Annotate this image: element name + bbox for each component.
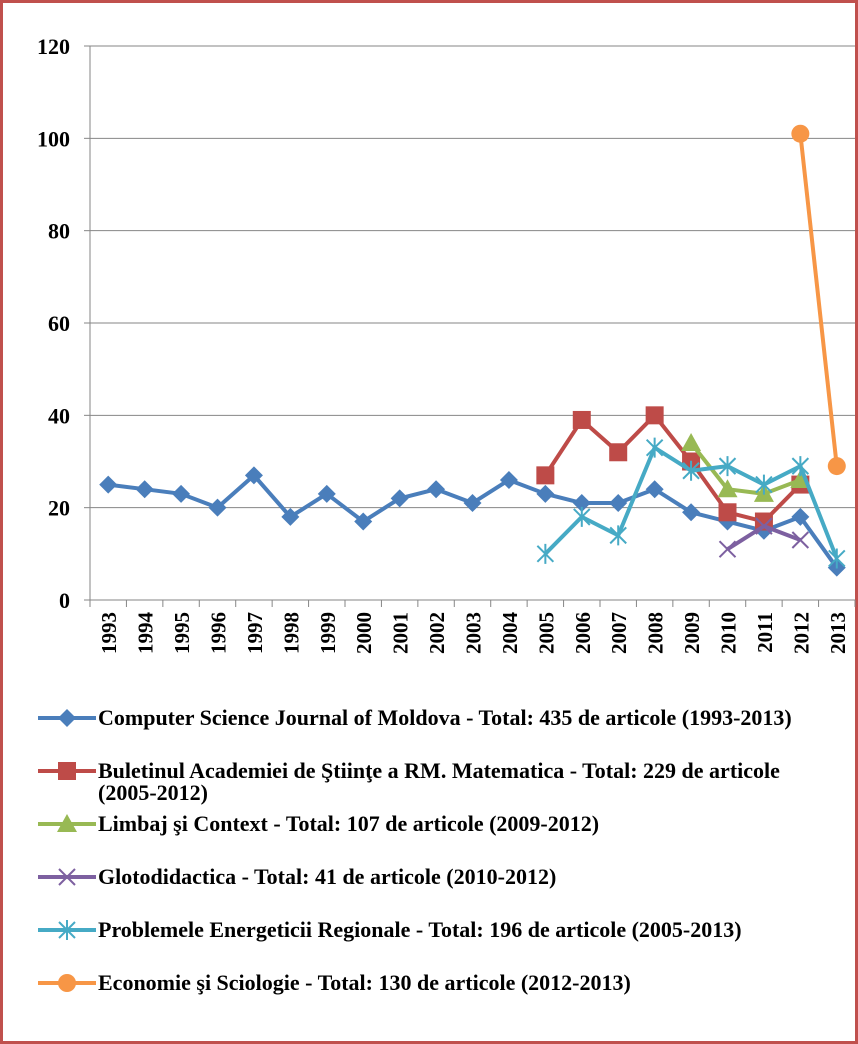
marker — [791, 456, 810, 477]
y-tick-label: 20 — [48, 496, 70, 521]
legend-swatch — [38, 814, 96, 832]
marker — [172, 484, 191, 503]
legend-entry: Computer Science Journal of Moldova - To… — [38, 705, 838, 758]
y-tick-label: 40 — [48, 403, 70, 428]
marker — [791, 507, 810, 526]
marker — [645, 437, 664, 458]
marker — [58, 709, 76, 727]
marker — [681, 433, 702, 452]
legend-swatch — [38, 709, 96, 727]
marker — [682, 503, 701, 522]
marker — [536, 484, 555, 503]
legend-swatch — [38, 868, 96, 886]
x-tick-label: 1994 — [134, 612, 158, 655]
x-tick-label: 2004 — [498, 612, 522, 655]
marker — [281, 507, 300, 526]
legend-label: Limbaj şi Context - Total: 107 de artico… — [98, 811, 600, 836]
marker — [499, 470, 518, 489]
marker — [573, 506, 591, 527]
y-tick-label: 0 — [59, 588, 70, 613]
marker — [317, 484, 336, 503]
marker — [390, 489, 409, 508]
x-tick-label: 1993 — [97, 612, 121, 654]
legend-label: Economie şi Sciologie - Total: 130 de ar… — [98, 970, 631, 995]
marker — [609, 494, 628, 513]
legend-swatch — [38, 762, 96, 780]
legend-entry: Limbaj şi Context - Total: 107 de artico… — [38, 811, 838, 864]
legend-swatch — [38, 920, 96, 940]
x-tick-label: 2002 — [425, 612, 449, 654]
marker — [58, 920, 76, 940]
marker — [536, 466, 555, 485]
x-tick-label: 1999 — [316, 612, 340, 654]
marker — [536, 543, 555, 564]
series-line — [798, 133, 839, 467]
marker — [58, 974, 76, 992]
x-tick-label: 2005 — [534, 612, 558, 654]
x-tick-label: 2012 — [789, 612, 813, 654]
marker — [463, 494, 482, 513]
legend-label: Buletinul Academiei de Ştiinţe a RM. Mat… — [98, 758, 780, 805]
legend-label: Problemele Energeticii Regionale - Total… — [98, 917, 742, 942]
y-tick-label: 100 — [37, 126, 70, 151]
chart: 0 20 40 60 80 100 120 1993 1994 1995 1996 1997 1998 1… — [37, 34, 856, 655]
x-tick-label: 2000 — [352, 612, 376, 654]
marker — [427, 480, 446, 499]
marker — [58, 868, 76, 886]
legend-label: Glotodidactica - Total: 41 de articole (… — [98, 864, 557, 889]
marker — [244, 466, 263, 485]
x-tick-label: 2006 — [571, 612, 595, 654]
marker — [572, 410, 591, 429]
marker — [718, 503, 737, 522]
legend-entry: Buletinul Academiei de Ştiinţe a RM. Mat… — [38, 758, 838, 811]
x-tick-label: 2008 — [644, 612, 668, 654]
x-tick-label: 1997 — [243, 612, 267, 654]
legend-entry: Problemele Energeticii Regionale - Total… — [38, 917, 838, 970]
x-tick-label: 2011 — [753, 612, 777, 653]
marker — [827, 457, 846, 476]
x-tick-label: 2003 — [462, 612, 486, 654]
x-tick-label: 1998 — [279, 612, 303, 654]
marker — [135, 480, 154, 499]
x-tick-label: 1996 — [207, 612, 231, 654]
marker — [354, 512, 373, 531]
x-tick-label: 2001 — [389, 612, 413, 654]
marker — [609, 525, 627, 546]
legend-entry: Economie şi Sciologie - Total: 130 de ar… — [38, 970, 838, 1023]
marker — [718, 456, 737, 477]
x-tick-label: 1995 — [170, 612, 194, 654]
x-tick-label: 2010 — [717, 612, 741, 654]
marker — [791, 531, 810, 549]
marker — [791, 124, 810, 143]
marker — [755, 474, 773, 495]
x-tick-label: 2007 — [607, 612, 631, 654]
series-line — [689, 441, 802, 496]
legend-entry: Glotodidactica - Total: 41 de articole (… — [38, 864, 838, 917]
marker — [99, 475, 118, 494]
legend: Computer Science Journal of Moldova - To… — [38, 705, 838, 1023]
marker — [645, 406, 664, 425]
marker — [572, 494, 591, 513]
marker — [682, 460, 700, 481]
marker — [58, 762, 76, 780]
y-tick-label: 80 — [48, 219, 70, 244]
y-tick-label: 60 — [48, 311, 70, 336]
x-tick-label: 2009 — [680, 612, 704, 654]
marker — [718, 540, 737, 558]
marker — [57, 814, 77, 832]
marker — [645, 480, 664, 499]
x-tick-label: 2013 — [826, 612, 850, 654]
legend-label: Computer Science Journal of Moldova - To… — [98, 705, 792, 730]
marker — [609, 443, 628, 462]
marker — [208, 498, 227, 517]
marker — [755, 517, 773, 535]
marker — [828, 548, 846, 569]
legend-swatch — [38, 974, 96, 992]
y-tick-label: 120 — [37, 34, 70, 59]
marker — [717, 479, 738, 498]
